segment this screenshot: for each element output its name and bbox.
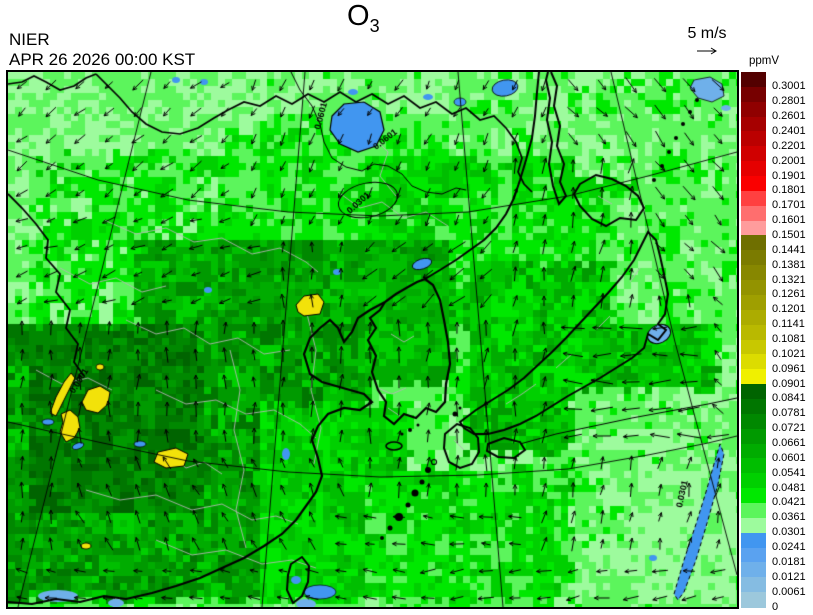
title-subscript: 3 bbox=[369, 15, 380, 36]
colorbar-swatch bbox=[741, 309, 766, 326]
colorbar-tick-label: 0.1801 bbox=[772, 184, 806, 197]
colorbar-tick-label: 0.1261 bbox=[772, 288, 806, 301]
colorbar-tick-label: 0.0061 bbox=[772, 585, 806, 598]
colorbar-swatch bbox=[741, 86, 766, 103]
colorbar: 0.3001 0.2801 0.2601 0.2401 0.2201 0.2001 0.19… bbox=[741, 72, 813, 613]
colorbar-swatch bbox=[741, 72, 766, 88]
colorbar-tick-label: 0.0361 bbox=[772, 511, 806, 524]
colorbar-tick-label: 0.1901 bbox=[772, 169, 806, 182]
colorbar-swatch bbox=[741, 339, 766, 355]
wind-scale-legend: 5 m/s bbox=[676, 25, 738, 61]
colorbar-swatch bbox=[741, 428, 766, 445]
colorbar-tick-label: 0.1021 bbox=[772, 347, 806, 360]
colorbar-swatch bbox=[741, 250, 766, 266]
colorbar-swatch bbox=[741, 502, 766, 519]
colorbar-tick-label: 0.2601 bbox=[772, 110, 806, 123]
colorbar-tick-label: 0.0241 bbox=[772, 541, 806, 554]
colorbar-tick-label: 0.3001 bbox=[772, 80, 806, 93]
colorbar-swatch bbox=[741, 101, 766, 118]
colorbar-tick-label: 0.0661 bbox=[772, 437, 806, 450]
colorbar-swatch bbox=[741, 517, 766, 534]
colorbar-swatch bbox=[741, 369, 766, 385]
forecast-map-frame bbox=[6, 70, 739, 609]
colorbar-tick-label: 0.2201 bbox=[772, 139, 806, 152]
colorbar-tick-label: 0.1381 bbox=[772, 258, 806, 271]
colorbar-swatch bbox=[741, 398, 766, 415]
colorbar-swatch bbox=[741, 592, 766, 608]
colorbar-tick-label: 0.2801 bbox=[772, 95, 806, 108]
colorbar-swatch bbox=[741, 205, 766, 222]
colorbar-tick-label: 0 bbox=[772, 600, 779, 613]
colorbar-tick-label: 0.0601 bbox=[772, 451, 806, 464]
colorbar-swatch bbox=[741, 324, 766, 341]
colorbar-tick-label: 0.2401 bbox=[772, 124, 806, 137]
colorbar-tick-label: 0.1081 bbox=[772, 333, 806, 345]
colorbar-swatch bbox=[741, 220, 766, 237]
colorbar-unit-label: ppmV bbox=[749, 55, 780, 67]
colorbar-tick-label: 0.0421 bbox=[772, 496, 806, 509]
colorbar-tick-label: 0.0901 bbox=[772, 377, 806, 390]
colorbar-tick-label: 0.0841 bbox=[772, 392, 806, 405]
forecast-datetime: APR 26 2026 00:00 KST bbox=[9, 50, 196, 69]
colorbar-swatch bbox=[741, 384, 766, 400]
colorbar-swatch bbox=[741, 577, 766, 593]
agency-label: NIER bbox=[9, 30, 50, 49]
page-title: O3 bbox=[347, 0, 380, 37]
colorbar-tick-label: 0.1701 bbox=[772, 199, 806, 212]
colorbar-swatch bbox=[741, 547, 766, 563]
colorbar-swatch bbox=[741, 473, 766, 489]
colorbar-tick-label: 0.0121 bbox=[772, 570, 806, 583]
colorbar-tick-label: 0.0541 bbox=[772, 466, 806, 479]
colorbar-swatch bbox=[741, 280, 766, 296]
colorbar-tick-label: 0.1441 bbox=[772, 243, 806, 256]
colorbar-tick-label: 0.1601 bbox=[772, 214, 806, 227]
colorbar-swatch bbox=[741, 176, 766, 192]
colorbar-swatch bbox=[741, 294, 766, 311]
colorbar-tick-label: 0.0181 bbox=[772, 555, 806, 568]
colorbar-tick-label: 0.0781 bbox=[772, 407, 806, 420]
colorbar-swatch bbox=[741, 562, 766, 578]
colorbar-swatch bbox=[741, 190, 766, 207]
colorbar-swatch bbox=[741, 131, 766, 147]
colorbar-swatch bbox=[741, 354, 766, 370]
colorbar-tick-label: 0.1501 bbox=[772, 228, 806, 241]
colorbar-tick-label: 0.1201 bbox=[772, 303, 806, 316]
wind-scale-arrow-icon bbox=[697, 47, 717, 55]
colorbar-tick-label: 0.1321 bbox=[772, 273, 806, 286]
colorbar-swatch bbox=[741, 458, 766, 474]
colorbar-swatch bbox=[741, 116, 766, 133]
colorbar-swatch bbox=[741, 146, 766, 162]
title-species: O bbox=[347, 0, 370, 32]
colorbar-tick-label: 0.0301 bbox=[772, 526, 806, 539]
colorbar-swatch bbox=[741, 488, 766, 504]
colorbar-swatch bbox=[741, 443, 766, 459]
wind-scale-label: 5 m/s bbox=[687, 25, 727, 42]
colorbar-swatch bbox=[741, 265, 766, 281]
colorbar-tick-label: 0.1141 bbox=[772, 318, 805, 331]
colorbar-tick-label: 0.0961 bbox=[772, 362, 806, 375]
colorbar-swatch bbox=[741, 532, 766, 549]
colorbar-tick-label: 0.2001 bbox=[772, 154, 806, 167]
colorbar-tick-label: 0.0721 bbox=[772, 422, 806, 435]
colorbar-swatch bbox=[741, 161, 766, 177]
colorbar-tick-label: 0.0481 bbox=[772, 481, 806, 494]
forecast-map-canvas bbox=[8, 72, 737, 607]
colorbar-swatch bbox=[741, 413, 766, 430]
colorbar-swatch bbox=[741, 235, 766, 251]
